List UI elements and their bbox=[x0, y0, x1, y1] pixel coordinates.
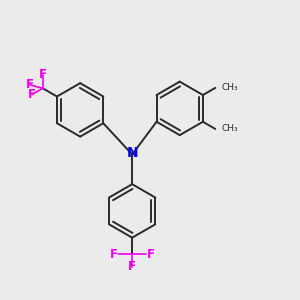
Text: F: F bbox=[128, 260, 136, 273]
Text: F: F bbox=[39, 68, 47, 82]
Text: CH₃: CH₃ bbox=[222, 124, 238, 134]
Text: F: F bbox=[28, 88, 36, 101]
Text: N: N bbox=[126, 146, 138, 160]
Text: CH₃: CH₃ bbox=[222, 83, 238, 92]
Text: F: F bbox=[146, 248, 154, 260]
Text: F: F bbox=[26, 78, 34, 92]
Text: F: F bbox=[110, 248, 118, 260]
